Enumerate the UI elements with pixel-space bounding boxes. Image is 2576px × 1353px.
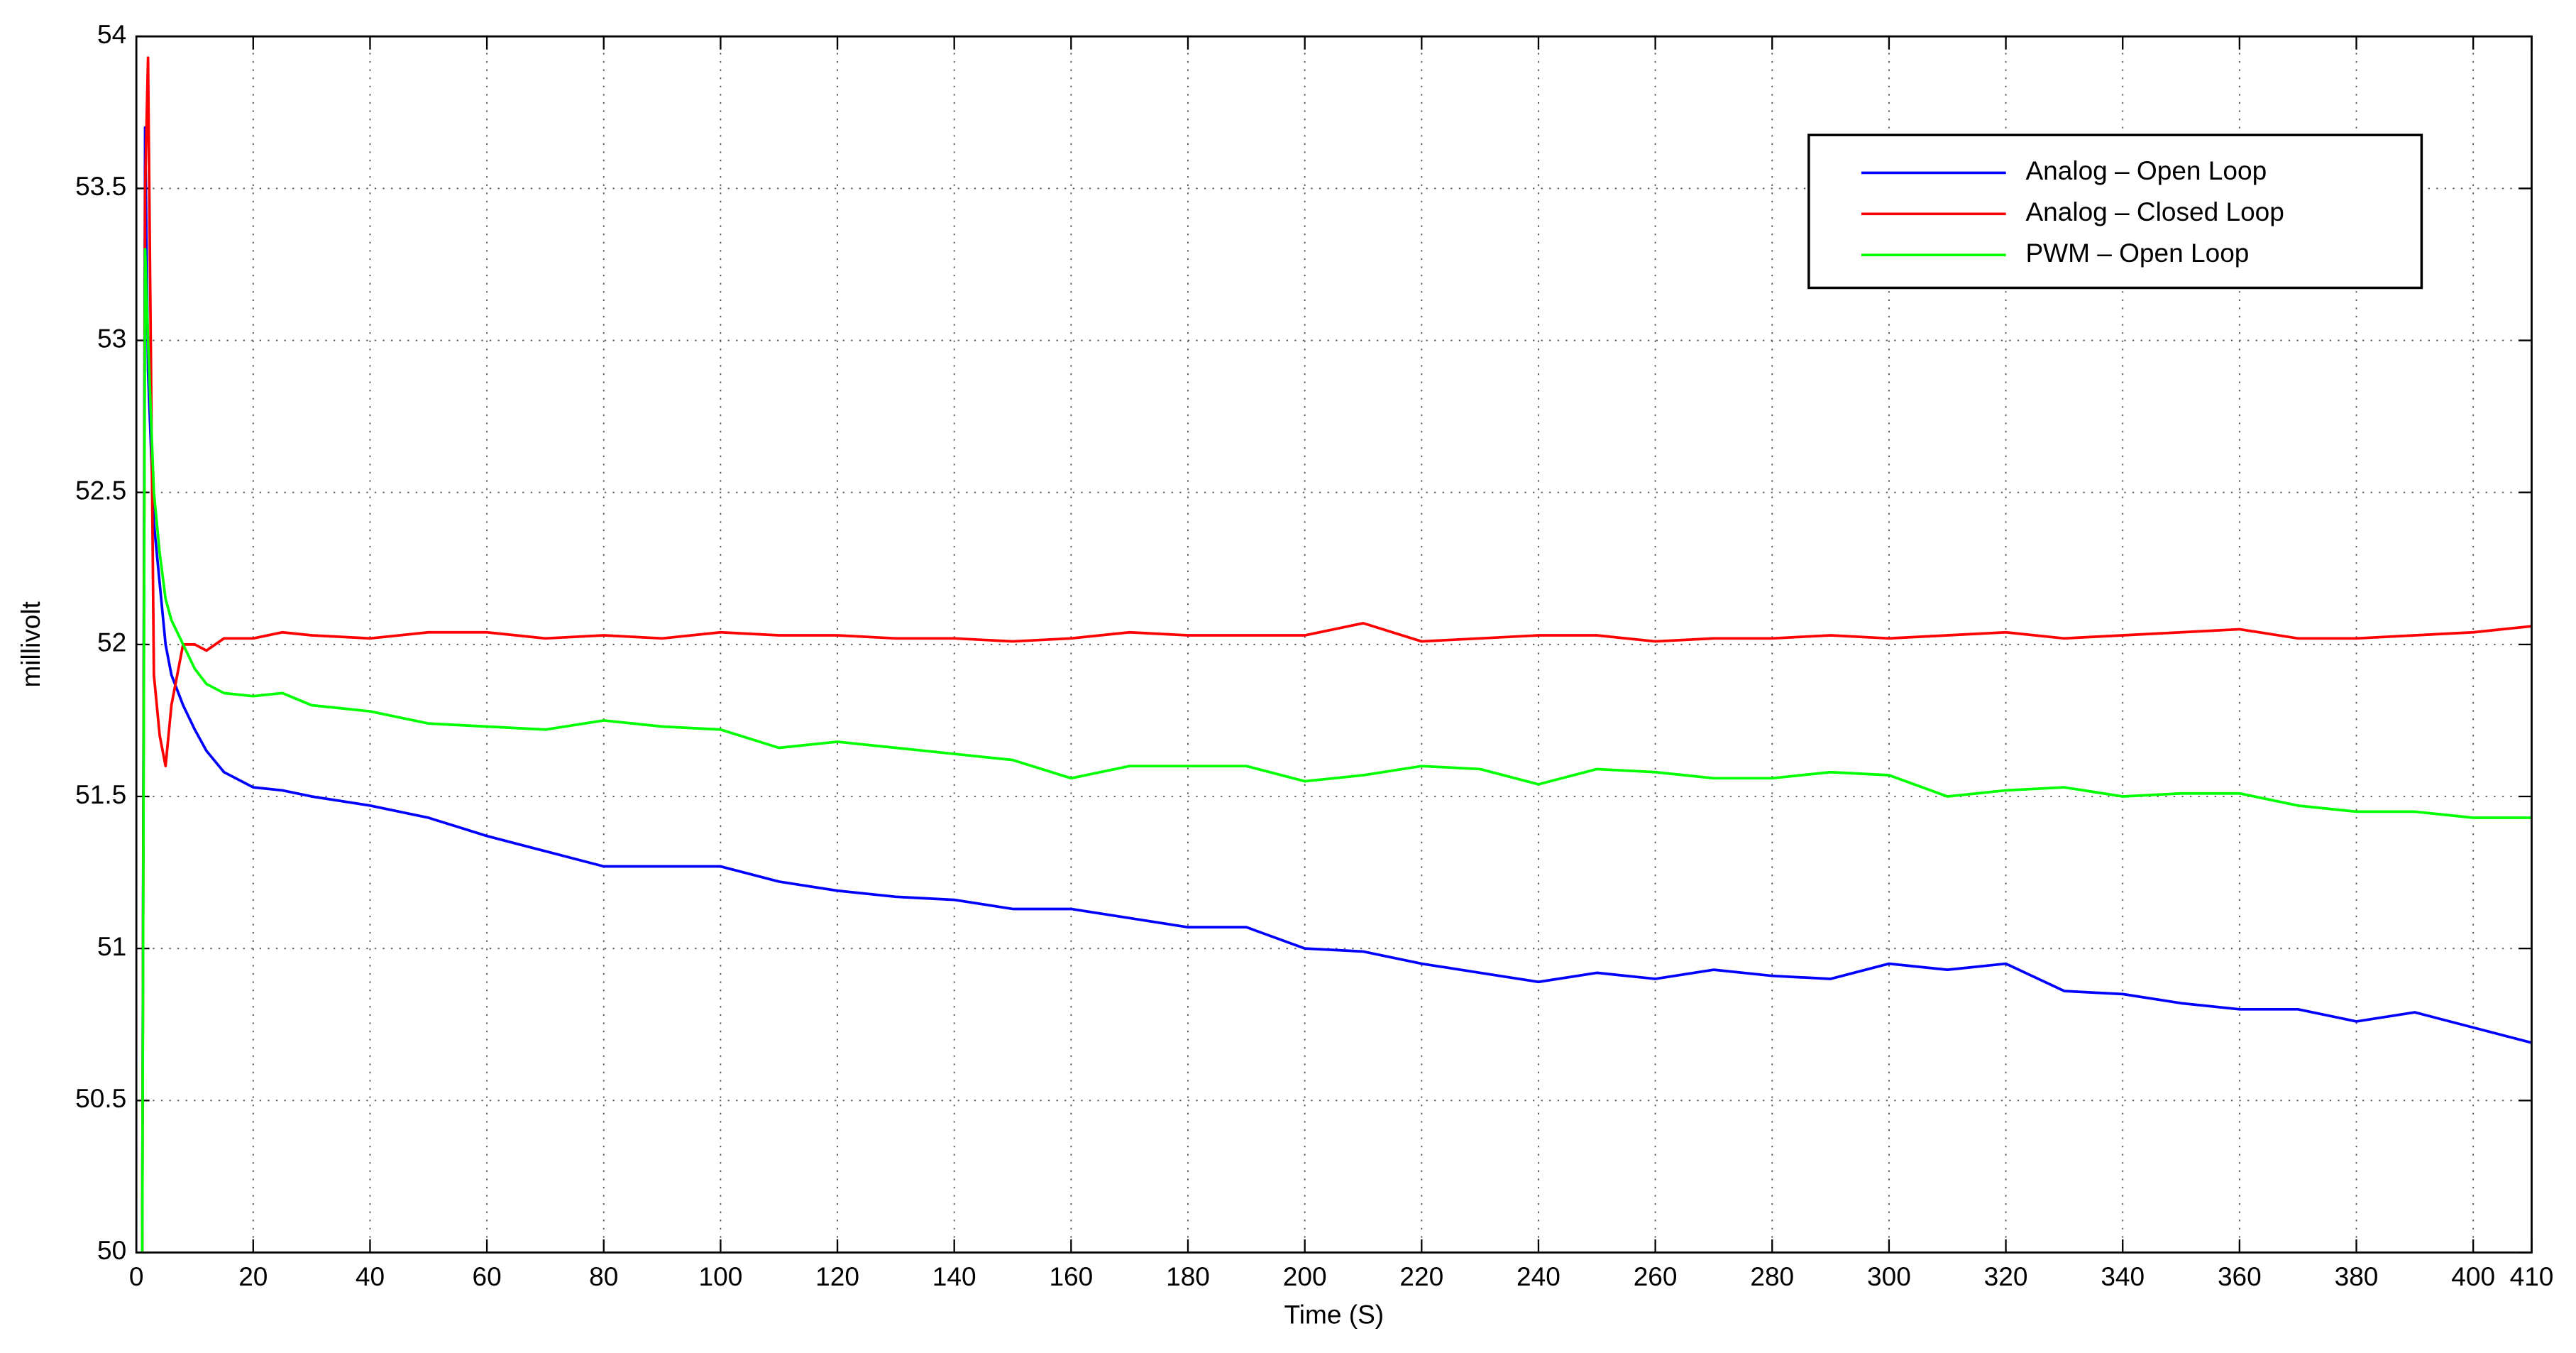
y-tick-label: 50 bbox=[97, 1235, 126, 1265]
x-tick-label: 340 bbox=[2101, 1261, 2145, 1291]
x-tick-label: 280 bbox=[1750, 1261, 1794, 1291]
legend-label: Analog – Open Loop bbox=[2025, 155, 2267, 185]
x-tick-label: 220 bbox=[1399, 1261, 1443, 1291]
x-tick-label: 380 bbox=[2335, 1261, 2379, 1291]
x-tick-label: 0 bbox=[129, 1261, 144, 1291]
x-tick-label: 60 bbox=[473, 1261, 502, 1291]
y-tick-label: 53.5 bbox=[75, 171, 126, 201]
x-tick-label: 360 bbox=[2218, 1261, 2262, 1291]
x-tick-label: 80 bbox=[589, 1261, 618, 1291]
x-tick-label: 260 bbox=[1634, 1261, 1678, 1291]
x-tick-label: 240 bbox=[1517, 1261, 1561, 1291]
x-tick-label: 40 bbox=[356, 1261, 385, 1291]
y-tick-label: 53 bbox=[97, 323, 126, 353]
x-tick-label: 140 bbox=[932, 1261, 976, 1291]
legend-label: Analog – Closed Loop bbox=[2025, 197, 2284, 226]
legend-label: PWM – Open Loop bbox=[2025, 238, 2249, 268]
x-tick-label: 400 bbox=[2451, 1261, 2495, 1291]
legend-box bbox=[1807, 133, 2423, 290]
x-tick-label: 160 bbox=[1049, 1261, 1093, 1291]
x-tick-label: 20 bbox=[238, 1261, 268, 1291]
series-line bbox=[141, 248, 2532, 1253]
x-tick-label: 100 bbox=[699, 1261, 743, 1291]
y-axis-label: millivolt bbox=[16, 601, 45, 687]
y-tick-label: 54 bbox=[97, 19, 126, 49]
y-tick-label: 50.5 bbox=[75, 1083, 126, 1113]
series-line bbox=[141, 56, 2532, 1253]
y-tick-label: 52.5 bbox=[75, 475, 126, 505]
plot-frame bbox=[135, 35, 2533, 1254]
x-tick-label: 410 bbox=[2510, 1261, 2554, 1291]
y-tick-label: 51 bbox=[97, 931, 126, 961]
y-tick-label: 52 bbox=[97, 628, 126, 657]
x-tick-label: 200 bbox=[1283, 1261, 1327, 1291]
x-axis-label: Time (S) bbox=[1284, 1299, 1385, 1329]
x-tick-label: 180 bbox=[1166, 1261, 1210, 1291]
x-tick-label: 300 bbox=[1867, 1261, 1911, 1291]
x-tick-label: 320 bbox=[1984, 1261, 2028, 1291]
series-line bbox=[141, 126, 2532, 1253]
x-tick-label: 120 bbox=[815, 1261, 859, 1291]
y-tick-label: 51.5 bbox=[75, 779, 126, 809]
